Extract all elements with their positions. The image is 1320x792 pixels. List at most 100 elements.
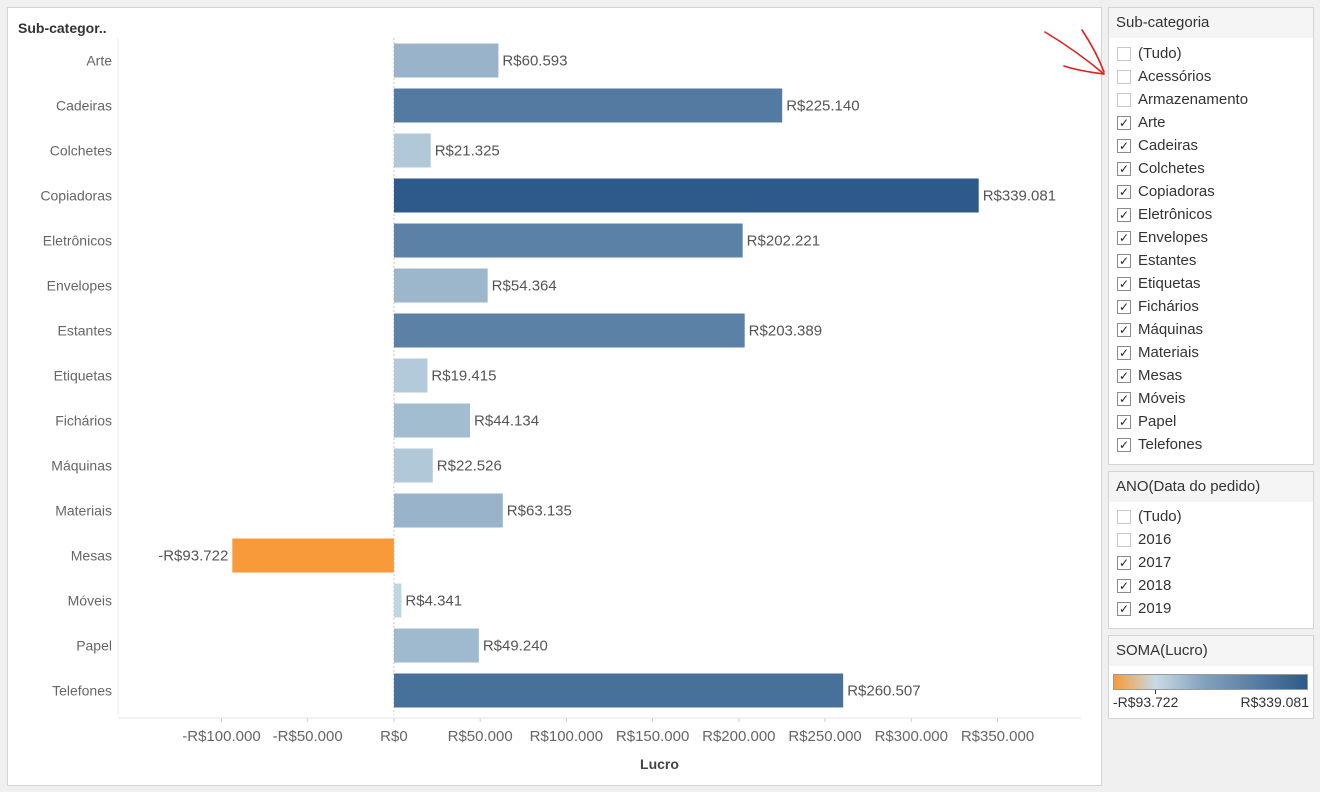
ano-filter-item[interactable]: ✓ 2017 bbox=[1109, 551, 1313, 574]
bar[interactable] bbox=[393, 223, 743, 258]
bar[interactable] bbox=[393, 448, 433, 483]
bar[interactable] bbox=[393, 358, 428, 393]
ano-filter-item[interactable]: 2016 bbox=[1109, 528, 1313, 551]
annotation-arrow-icon bbox=[1044, 29, 1105, 75]
category-label: Arte bbox=[86, 53, 112, 69]
bar[interactable] bbox=[393, 493, 503, 528]
checkbox-checked-icon[interactable]: ✓ bbox=[1117, 391, 1131, 406]
bar-value-label: -R$93.722 bbox=[158, 548, 228, 565]
checkbox-checked-icon[interactable]: ✓ bbox=[1117, 322, 1131, 337]
bar[interactable] bbox=[393, 583, 402, 618]
checkbox-checked-icon[interactable]: ✓ bbox=[1117, 601, 1131, 616]
bar-value-label: R$203.389 bbox=[749, 323, 822, 340]
subcategoria-filter-item[interactable]: ✓ Materiais bbox=[1109, 341, 1313, 364]
checkbox-checked-icon[interactable]: ✓ bbox=[1117, 253, 1131, 268]
subcategoria-filter-item[interactable]: ✓ Arte bbox=[1109, 111, 1313, 134]
color-legend-min: -R$93.722 bbox=[1113, 694, 1179, 710]
subcategoria-filter-item[interactable]: ✓ Mesas bbox=[1109, 364, 1313, 387]
x-axis-tick-label: R$250.000 bbox=[788, 728, 861, 745]
subcategoria-filter-item[interactable]: ✓ Papel bbox=[1109, 410, 1313, 433]
subcategoria-filter-item[interactable]: ✓ Telefones bbox=[1109, 433, 1313, 456]
checkbox-checked-icon[interactable]: ✓ bbox=[1117, 276, 1131, 291]
category-label: Copiadoras bbox=[40, 188, 112, 204]
subcategoria-filter-item-label: Arte bbox=[1138, 114, 1166, 131]
color-legend-max: R$339.081 bbox=[1240, 694, 1309, 710]
subcategoria-filter-item[interactable]: ✓ Máquinas bbox=[1109, 318, 1313, 341]
ano-filter-item-label: 2017 bbox=[1138, 554, 1172, 571]
ano-filter-item[interactable]: ✓ 2018 bbox=[1109, 574, 1313, 597]
x-axis-title[interactable]: Lucro bbox=[640, 756, 679, 772]
subcategoria-filter-item[interactable]: ✓ Cadeiras bbox=[1109, 134, 1313, 157]
ano-filter-item[interactable]: ✓ 2019 bbox=[1109, 597, 1313, 620]
checkbox-checked-icon[interactable]: ✓ bbox=[1117, 578, 1131, 593]
x-axis-tick-label: -R$50.000 bbox=[273, 728, 343, 745]
checkbox-checked-icon[interactable]: ✓ bbox=[1117, 230, 1131, 245]
checkbox-checked-icon[interactable]: ✓ bbox=[1117, 414, 1131, 429]
chart-panel: Sub-categor.. Arte R$60.593 Cadeiras R$225.1… bbox=[7, 7, 1102, 786]
category-label: Telefones bbox=[52, 683, 112, 699]
ano-filter-item-label: (Tudo) bbox=[1138, 508, 1182, 525]
subcategoria-filter-item-label: Envelopes bbox=[1138, 229, 1209, 246]
ano-filter-item-label: 2016 bbox=[1138, 531, 1172, 548]
checkbox-checked-icon[interactable]: ✓ bbox=[1117, 161, 1131, 176]
subcategoria-filter-item[interactable]: ✓ Fichários bbox=[1109, 295, 1313, 318]
bar[interactable] bbox=[393, 88, 783, 123]
bar[interactable] bbox=[393, 313, 745, 348]
checkbox-unchecked-icon[interactable] bbox=[1117, 92, 1131, 107]
checkbox-unchecked-icon[interactable] bbox=[1117, 69, 1131, 84]
checkbox-checked-icon[interactable]: ✓ bbox=[1117, 437, 1131, 452]
bar[interactable] bbox=[393, 673, 844, 708]
subcategoria-filter-item-label: Materiais bbox=[1138, 344, 1199, 361]
category-label: Papel bbox=[76, 638, 112, 654]
subcategoria-filter-item[interactable]: ✓ Envelopes bbox=[1109, 226, 1313, 249]
ano-filter-item[interactable]: (Tudo) bbox=[1109, 505, 1313, 528]
category-label: Mesas bbox=[71, 548, 112, 564]
bar-value-label: R$339.081 bbox=[983, 188, 1056, 205]
color-legend-zero-tick bbox=[1155, 690, 1157, 694]
row-header-label[interactable]: Sub-categor.. bbox=[18, 20, 107, 36]
category-label: Colchetes bbox=[50, 143, 112, 159]
bar[interactable] bbox=[393, 628, 479, 663]
subcategoria-filter-item[interactable]: ✓ Estantes bbox=[1109, 249, 1313, 272]
bar[interactable] bbox=[393, 178, 979, 213]
color-legend-gradient bbox=[1113, 674, 1308, 690]
subcategoria-filter-item-label: Eletrônicos bbox=[1138, 206, 1213, 223]
subcategoria-filter-item[interactable]: ✓ Colchetes bbox=[1109, 157, 1313, 180]
checkbox-checked-icon[interactable]: ✓ bbox=[1117, 299, 1131, 314]
checkbox-checked-icon[interactable]: ✓ bbox=[1117, 555, 1131, 570]
checkbox-unchecked-icon[interactable] bbox=[1117, 532, 1131, 547]
subcategoria-filter-item-label: Colchetes bbox=[1138, 160, 1205, 177]
profit-bar-chart: Sub-categor.. Arte R$60.593 Cadeiras R$225.1… bbox=[18, 20, 1081, 772]
checkbox-unchecked-icon[interactable] bbox=[1117, 509, 1131, 524]
bar[interactable] bbox=[393, 133, 431, 168]
subcategoria-filter-card: Sub-categoria (Tudo) Acessórios Armazename… bbox=[1108, 7, 1314, 465]
category-label: Fichários bbox=[55, 413, 112, 429]
subcategoria-filter-item[interactable]: (Tudo) bbox=[1109, 42, 1313, 65]
subcategoria-filter-item[interactable]: ✓ Etiquetas bbox=[1109, 272, 1313, 295]
bar[interactable] bbox=[393, 43, 499, 78]
checkbox-checked-icon[interactable]: ✓ bbox=[1117, 345, 1131, 360]
checkbox-checked-icon[interactable]: ✓ bbox=[1117, 368, 1131, 383]
x-axis-tick-label: R$0 bbox=[380, 728, 408, 745]
checkbox-checked-icon[interactable]: ✓ bbox=[1117, 207, 1131, 222]
bar[interactable] bbox=[393, 268, 488, 303]
checkbox-checked-icon[interactable]: ✓ bbox=[1117, 115, 1131, 130]
subcategoria-filter-item[interactable]: ✓ Eletrônicos bbox=[1109, 203, 1313, 226]
bar[interactable] bbox=[393, 403, 471, 438]
ano-filter-list: (Tudo) 2016 ✓ 2017 ✓ 2018 ✓ 2019 bbox=[1109, 502, 1313, 620]
subcategoria-filter-item[interactable]: ✓ Móveis bbox=[1109, 387, 1313, 410]
ano-filter-item-label: 2019 bbox=[1138, 600, 1172, 617]
bar[interactable] bbox=[232, 538, 394, 573]
bar-value-label: R$49.240 bbox=[483, 638, 548, 655]
bar-value-label: R$225.140 bbox=[786, 98, 859, 115]
checkbox-checked-icon[interactable]: ✓ bbox=[1117, 184, 1131, 199]
category-label: Envelopes bbox=[47, 278, 112, 294]
subcategoria-filter-item-label: Etiquetas bbox=[1138, 275, 1201, 292]
subcategoria-filter-item[interactable]: Armazenamento bbox=[1109, 88, 1313, 111]
checkbox-unchecked-icon[interactable] bbox=[1117, 46, 1131, 61]
subcategoria-filter-item[interactable]: Acessórios bbox=[1109, 65, 1313, 88]
bar-value-label: R$260.507 bbox=[847, 683, 920, 700]
subcategoria-filter-item[interactable]: ✓ Copiadoras bbox=[1109, 180, 1313, 203]
checkbox-checked-icon[interactable]: ✓ bbox=[1117, 138, 1131, 153]
subcategoria-filter-item-label: Copiadoras bbox=[1138, 183, 1215, 200]
